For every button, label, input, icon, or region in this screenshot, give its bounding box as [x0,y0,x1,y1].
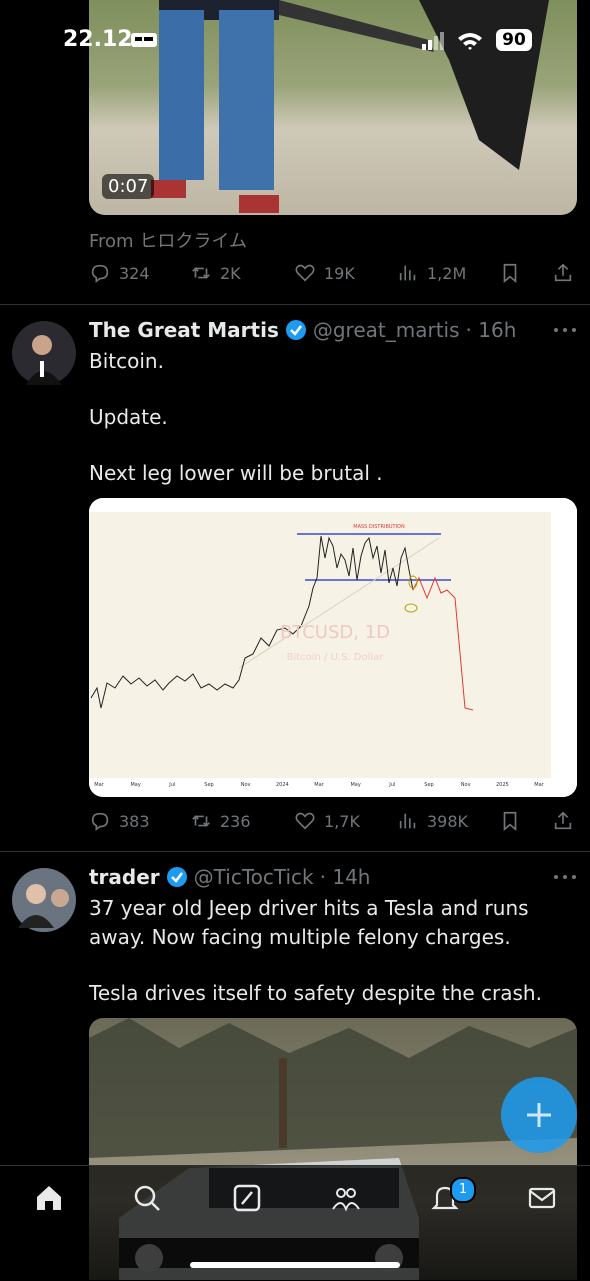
chart-x-label: May [350,782,360,788]
compose-button[interactable] [501,1077,577,1153]
chart-x-label: Jul [388,782,395,788]
chart-x-label: Nov [241,782,251,788]
views-count: 398K [427,811,469,831]
views-button[interactable]: 1,2M [397,262,466,284]
share-button[interactable] [552,262,574,284]
replies-button[interactable]: 324 [89,262,150,284]
tweet-header: trader @TicTocTick · 14h [89,865,370,889]
video-frame [151,0,549,213]
views-icon [399,813,416,829]
verified-badge [166,867,187,887]
status-time: 22.12 [63,27,133,52]
video-source: From ヒロクライム [89,231,247,252]
chart-annotation: MASS DISTRIBUTION [353,524,405,530]
bottom-nav [0,1165,590,1281]
replies-button[interactable]: 383 [89,810,150,832]
reposts-button[interactable]: 236 [190,810,251,832]
tweet-header: The Great Martis @great_martis · 16h [89,318,516,342]
views-icon [399,265,416,281]
chart-watermark: BTCUSD, 1D [280,622,390,643]
author-handle[interactable]: @great_martis [312,318,460,342]
tweet-text: Bitcoin. [89,349,164,373]
views-button[interactable]: 398K [397,810,468,832]
verified-badge [285,320,306,340]
communities-tab[interactable] [331,1183,361,1213]
avatar[interactable] [12,321,76,385]
video[interactable]: 0:07 [89,0,577,215]
tweet-time: · 14h [319,865,371,889]
more-button[interactable] [553,874,577,880]
notification-badge: 1 [450,1177,476,1203]
likes-count: 19K [324,263,355,283]
reposts-icon [192,267,210,279]
separator [0,304,590,305]
likes-button[interactable]: 19K [294,262,355,284]
battery: 90 [496,29,532,51]
replies-icon [91,812,109,831]
separator [0,851,590,852]
chart-x-label: 2025 [496,782,509,788]
reposts-button[interactable]: 2K [190,262,241,284]
chart-x-label: May [130,782,140,788]
chart-watermark-subtitle: Bitcoin / U.S. Dollar [287,652,385,663]
messages-tab[interactable] [527,1183,557,1213]
likes-button[interactable]: 1,7K [294,810,360,832]
share-icon [554,811,572,830]
share-button[interactable] [552,810,574,832]
author-name[interactable]: trader [89,865,160,889]
bookmark-icon [503,263,517,284]
chart-x-label: 2024 [276,782,289,788]
chart-drawing: MASS DISTRIBUTION BTCUSD, 1D Bitcoin / U… [89,498,577,797]
chart-image[interactable]: MASS DISTRIBUTION BTCUSD, 1D Bitcoin / U… [89,498,577,797]
sleep-icon [131,33,157,47]
replies-icon [91,264,109,283]
share-icon [554,263,572,282]
reposts-count: 236 [220,811,251,831]
grok-tab[interactable] [232,1183,262,1213]
likes-count: 1,7K [324,811,360,831]
chart-x-label: Mar [94,782,104,788]
tweet-text: Next leg lower will be brutal . [89,461,383,485]
tweet-text: 37 year old Jeep driver hits a Tesla and… [89,896,529,949]
bookmark-button[interactable] [499,810,521,832]
bookmark-icon [503,811,517,832]
more-button[interactable] [553,327,577,333]
chart-x-label: Mar [314,782,324,788]
chart-x-label: Jul [168,782,175,788]
likes-icon [295,264,315,282]
avatar[interactable] [12,868,76,932]
chart-x-label: Sep [204,782,213,788]
reposts-count: 2K [220,263,241,283]
tweet-time: · 16h [465,318,517,342]
reposts-icon [192,815,210,827]
signal-wifi [422,32,482,50]
search-tab[interactable] [132,1183,162,1213]
home-tab[interactable] [34,1183,64,1213]
chart-x-label: Mar [534,782,544,788]
home-indicator [190,1262,400,1268]
replies-count: 324 [119,263,150,283]
likes-icon [295,812,315,830]
views-count: 1,2M [427,263,467,283]
bookmark-button[interactable] [499,262,521,284]
video-duration: 0:07 [102,174,155,199]
tweet-text: Update. [89,405,168,429]
author-handle[interactable]: @TicTocTick [193,865,314,889]
replies-count: 383 [119,811,150,831]
chart-x-label: Sep [424,782,433,788]
tweet-text: Tesla drives itself to safety despite th… [89,981,542,1005]
author-name[interactable]: The Great Martis [89,318,279,342]
chart-x-label: Nov [461,782,471,788]
